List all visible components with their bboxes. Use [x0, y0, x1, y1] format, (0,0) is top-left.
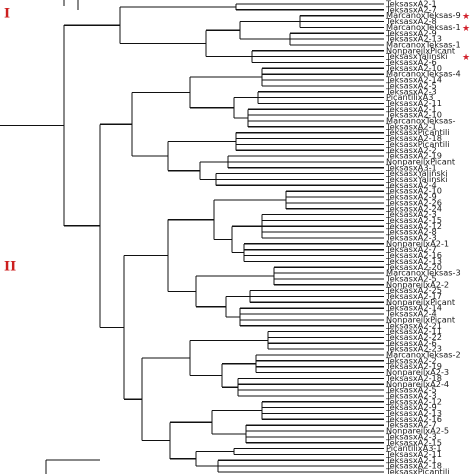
leaf-label: TeksasxA2-7: [385, 4, 437, 14]
significance-star-markers: ★ ★ ★: [462, 12, 470, 63]
star-icon: ★: [462, 12, 470, 22]
leaf-label: NonpareilxA2-1: [386, 238, 449, 248]
leaf-label: TeksasxA2-16: [385, 250, 442, 260]
leaf-label: MarcanoxTeksas-1: [386, 39, 461, 49]
leaf-label: MarcanoxTeksas-3: [386, 268, 461, 278]
leaf-label: TeksasxA2-10: [385, 110, 442, 120]
leaf-label: TeksasxA2-14: [385, 303, 442, 313]
leaf-label: PicantilixA3: [386, 92, 433, 102]
leaf-label: NonpareilxA2-3: [386, 367, 449, 377]
leaf-label: TeksasxA3-1: [385, 162, 437, 172]
leaf-label: TeksasxA2-6: [385, 338, 437, 348]
cluster-label-i: I: [4, 7, 10, 22]
leaf-label-column: TeksasxA2-1TeksasxA2-7MarcanoxTeksas-9Te…: [385, 0, 461, 474]
leaf-label: TeksasxA2-6: [385, 57, 437, 67]
leaf-label: TeksasxA2-8: [385, 227, 437, 237]
leaf-label: TeksasxA2-12: [385, 221, 442, 231]
leaf-label: TeksasxA2-3: [385, 390, 437, 400]
leaf-label: TeksasxA2-7: [385, 420, 437, 430]
leaf-label: TeksasxYalinski: [385, 51, 448, 61]
leaf-label: TeksasxA2-3: [385, 233, 437, 243]
leaf-label: TeksasxA2-11: [385, 98, 442, 108]
leaf-label: TeksasxA2-14: [385, 75, 442, 85]
leaf-label: TeksasxA2-3: [385, 86, 437, 96]
leaf-label: TeksasxA2-21: [385, 320, 442, 330]
leaf-label: TeksasxA2-18: [385, 461, 442, 471]
leaf-label: TeksasxA2-10: [385, 63, 442, 73]
leaf-label: PicantilixA3-1: [386, 443, 442, 453]
leaf-label: TeksasxA2-19: [385, 151, 442, 161]
star-icon: ★: [462, 53, 470, 63]
leaf-label: TeksasxA2-9: [385, 28, 437, 38]
leaf-label: TeksasxA2-20: [385, 262, 442, 272]
star-icon: ★: [462, 24, 470, 34]
leaf-label: TeksasxA2-16: [385, 414, 442, 424]
leaf-label: NonpareilxA2-2: [386, 279, 449, 289]
leaf-label: TeksasxPicantili: [385, 139, 450, 149]
leaf-label: TeksasxA2-24: [385, 203, 442, 213]
leaf-label: TeksasxA2-9: [385, 192, 437, 202]
leaf-label: TeksasxPicantili: [385, 467, 450, 474]
leaf-label: TeksasxA2-15: [385, 437, 442, 447]
leaf-label: NonpareilxA2-4: [386, 379, 449, 389]
leaf-label: TeksasxA2-1: [385, 0, 437, 9]
leaf-label: TeksasxA2-17: [385, 291, 442, 301]
leaf-label: TeksasxA2-18: [385, 133, 442, 143]
leaf-label: TeksasxA2-15: [385, 215, 442, 225]
leaf-label: TeksasxA2-11: [385, 449, 442, 459]
leaf-label: TeksasxA2-12: [385, 396, 442, 406]
leaf-label: MarcanoxTeksas-2: [386, 350, 461, 360]
leaf-label: TeksasxA2-13: [385, 34, 442, 44]
leaf-label: NonpareilxPicant: [386, 45, 456, 55]
leaf-label: TeksasxA2-19: [385, 361, 442, 371]
cluster-label-ii: II: [4, 260, 16, 275]
leaf-label: TeksasxA2-23: [385, 344, 442, 354]
leaf-label: MarcanoxTeksas-: [386, 116, 456, 126]
leaf-label: TeksasxA2-22: [385, 332, 442, 342]
dendrogram-branches: [0, 0, 384, 474]
leaf-label: TeksasxA2-13: [385, 256, 442, 266]
leaf-label: TeksasxYalinski: [385, 174, 448, 184]
leaf-label: TeksasxA2-1: [385, 104, 437, 114]
leaf-label: TeksasxPicantili: [385, 127, 450, 137]
leaf-label: NonpareilxA2-5: [386, 426, 449, 436]
leaf-label: MarcanoxTeksas-9: [386, 10, 461, 20]
leaf-label: TeksasxA2-1: [385, 121, 437, 131]
leaf-label: MarcanoxTeksas-1: [386, 22, 461, 32]
leaf-label: TeksasxA2-3: [385, 209, 437, 219]
leaf-label: TeksasxA2-10: [385, 186, 442, 196]
leaf-label: TeksasxA2-5: [385, 80, 437, 90]
leaf-label: TeksasxA2-5: [385, 385, 437, 395]
leaf-label: TeksasxA2-2: [385, 355, 437, 365]
leaf-label: TeksasxA2-3: [385, 431, 437, 441]
leaf-label: NonpareilxPicant: [386, 297, 456, 307]
leaf-label: TeksasxA2-2: [385, 145, 437, 155]
leaf-label: TeksasxA2-9: [385, 402, 437, 412]
leaf-label: MarcanoxTeksas-4: [386, 69, 461, 79]
leaf-label: TeksasxA2-26: [385, 197, 442, 207]
leaf-label: TeksasxA2-1: [385, 455, 437, 465]
leaf-label: TeksasxA2-4: [385, 180, 437, 190]
leaf-label: TeksasxA2-11: [385, 326, 442, 336]
leaf-label: NonpareilxPicant: [386, 156, 456, 166]
leaf-label: NonpareilxPicant: [386, 314, 456, 324]
leaf-label: TeksasxA2-25: [385, 285, 442, 295]
leaf-label: TeksasxA2-8: [385, 16, 437, 26]
leaf-label: TeksasxA2-18: [385, 373, 442, 383]
leaf-label: TeksasxA2-13: [385, 408, 442, 418]
leaf-label: TeksasxA2-7: [385, 244, 437, 254]
leaf-label: TeksasxYalinski: [385, 168, 448, 178]
leaf-label: TeksasxA2-5: [385, 273, 437, 283]
leaf-label: TeksasxA2-4: [385, 309, 437, 319]
